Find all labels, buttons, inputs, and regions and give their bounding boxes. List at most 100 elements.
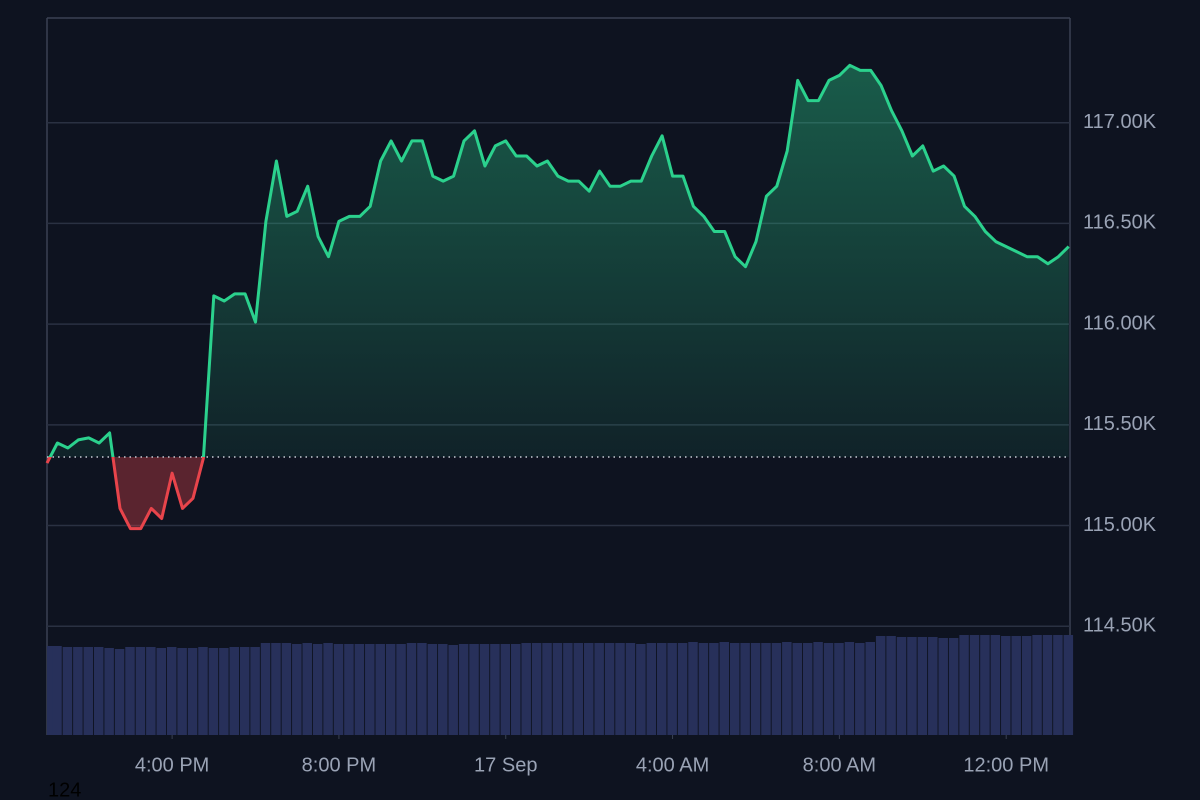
volume-bar: [604, 643, 615, 735]
volume-bar: [302, 643, 312, 735]
volume-bar: [615, 643, 625, 735]
volume-bar: [438, 644, 448, 735]
volume-bar: [406, 643, 417, 735]
volume-bar: [73, 647, 83, 735]
volume-bar: [761, 643, 771, 735]
axes: 114.50K 115.00K 115.50K 116.00K 116.50K 117.0…: [135, 111, 1157, 776]
volume-bar: [1053, 635, 1063, 735]
y-tick-label: 116.50K: [1083, 212, 1157, 234]
price-line: [45, 63, 1070, 531]
volume-bar: [52, 646, 62, 735]
volume-bar: [948, 638, 959, 735]
volume-bar: [990, 635, 1001, 735]
volume-bar: [792, 643, 803, 735]
volume-bar: [333, 644, 344, 735]
volume-bar: [312, 644, 323, 735]
volume-bar: [594, 643, 604, 735]
volume-bar: [448, 645, 458, 735]
volume-bar: [646, 643, 657, 735]
volume-bar: [323, 643, 333, 735]
volume-bar: [156, 648, 167, 735]
volume-bar: [260, 643, 271, 735]
volume-bar: [521, 643, 531, 735]
volume-bar: [719, 642, 730, 735]
price-area: [47, 65, 1069, 529]
volume-bar: [292, 644, 302, 735]
volume-bar: [135, 647, 146, 735]
volume-bar: [573, 643, 584, 735]
volume-bar: [187, 648, 198, 735]
volume-bar: [1001, 636, 1011, 735]
volume-bar: [1021, 636, 1032, 735]
volume-bar: [729, 643, 740, 735]
volume-bar: [47, 646, 57, 735]
volume-bar: [458, 644, 469, 735]
volume-bar: [469, 644, 479, 735]
volume-bar: [479, 644, 490, 735]
y-tick-label: 116.00K: [1083, 312, 1157, 334]
y-tick-label: 115.00K: [1083, 514, 1157, 536]
volume-bar: [531, 643, 542, 735]
volume-bar: [969, 635, 980, 735]
volume-bar: [1032, 635, 1042, 735]
volume-bar: [844, 642, 855, 735]
volume-bar: [417, 643, 427, 735]
volume-bar: [782, 642, 792, 735]
volume-bar: [396, 644, 406, 735]
volume-bar: [542, 643, 552, 735]
volume-bar: [552, 643, 563, 735]
volume-bar: [198, 647, 208, 735]
volume-bar: [865, 642, 875, 735]
volume-bar: [667, 643, 677, 735]
volume-bar: [104, 648, 114, 735]
volume-bar: [677, 643, 688, 735]
volume-bar: [229, 647, 240, 735]
volume-bar: [813, 642, 823, 735]
volume-bar: [375, 644, 385, 735]
volume-bar: [271, 643, 281, 735]
volume-bar: [625, 643, 636, 735]
volume-bar: [959, 635, 969, 735]
volume-bar: [917, 637, 928, 735]
volume-bar: [239, 647, 250, 735]
volume-bar: [511, 644, 521, 735]
volume-bar: [385, 644, 396, 735]
volume-bar: [750, 643, 761, 735]
volume-bar: [344, 644, 354, 735]
volume-bar: [114, 649, 125, 735]
annotation: 124: [48, 779, 81, 800]
volume-bar: [208, 648, 219, 735]
volume-bar: [709, 643, 719, 735]
volume-bar: [656, 643, 667, 735]
volume-bar: [146, 647, 156, 735]
volume-bar: [1042, 635, 1053, 735]
x-tick-label: 4:00 AM: [636, 754, 709, 776]
volume-bar: [500, 644, 511, 735]
volume-bar: [427, 644, 438, 735]
volume-bar: [62, 647, 73, 735]
volume-bar: [250, 647, 260, 735]
volume-bar: [219, 648, 229, 735]
y-tick-label: 114.50K: [1083, 615, 1157, 637]
volume-bar: [823, 643, 834, 735]
volume-bar: [563, 643, 573, 735]
volume-bar: [886, 636, 896, 735]
volume-bar: [834, 643, 844, 735]
volume-bar: [802, 643, 813, 735]
volume-bar: [125, 647, 135, 735]
volume-bar: [354, 644, 365, 735]
volume-bar: [177, 648, 187, 735]
volume-bar: [365, 644, 375, 735]
plot: [45, 63, 1070, 531]
volume-bar: [281, 643, 292, 735]
volume-bar: [1011, 636, 1021, 735]
volume-bar: [688, 642, 698, 735]
volume-bar: [636, 644, 646, 735]
x-tick-label: 17 Sep: [474, 754, 537, 776]
y-tick-label: 117.00K: [1083, 111, 1157, 133]
volume-bar: [698, 643, 709, 735]
volume-bar: [740, 643, 750, 735]
x-tick-label: 8:00 AM: [803, 754, 876, 776]
x-tick-label: 8:00 PM: [302, 754, 376, 776]
